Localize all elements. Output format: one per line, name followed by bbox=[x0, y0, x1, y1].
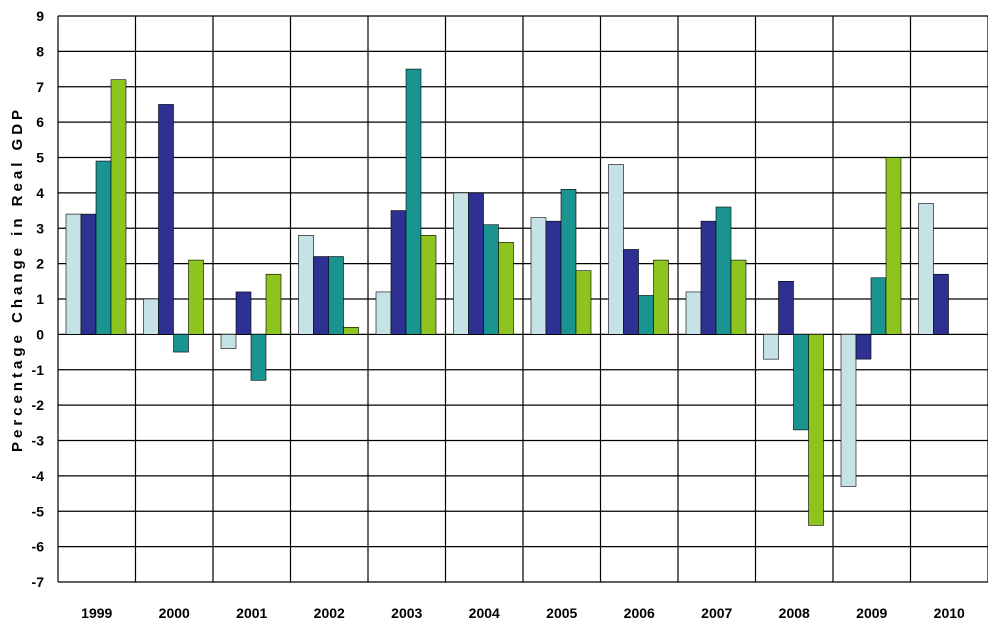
bar bbox=[653, 259, 669, 335]
bar bbox=[375, 291, 392, 335]
bar bbox=[778, 281, 794, 335]
y-tick-label: 6 bbox=[36, 114, 44, 130]
bar bbox=[638, 295, 654, 335]
y-tick-label: 5 bbox=[36, 150, 44, 166]
bar bbox=[143, 298, 159, 335]
bar bbox=[885, 157, 902, 335]
bar bbox=[575, 270, 592, 335]
y-tick-label: 0 bbox=[36, 326, 44, 342]
x-tick-label: 2007 bbox=[701, 605, 732, 621]
bar bbox=[453, 192, 469, 335]
x-tick-label: 2000 bbox=[159, 605, 190, 621]
bar bbox=[870, 277, 887, 335]
bar bbox=[80, 213, 97, 335]
x-tick-label: 2001 bbox=[236, 605, 267, 621]
x-tick-label: 2004 bbox=[469, 605, 500, 621]
bar bbox=[65, 213, 82, 335]
bar bbox=[808, 334, 824, 526]
y-tick-label: 8 bbox=[36, 43, 44, 59]
bar bbox=[498, 242, 514, 335]
y-tick-label: -7 bbox=[32, 574, 45, 590]
y-tick-label: 3 bbox=[36, 220, 44, 236]
y-tick-label: -6 bbox=[32, 539, 45, 555]
y-tick-label: 2 bbox=[36, 256, 44, 272]
y-tick-label: 1 bbox=[36, 291, 44, 307]
x-tick-label: 2009 bbox=[856, 605, 887, 621]
bar bbox=[933, 273, 949, 335]
y-tick-label: -4 bbox=[32, 468, 45, 484]
y-tick-label: -5 bbox=[32, 503, 45, 519]
y-tick-label: -1 bbox=[32, 362, 45, 378]
bar bbox=[608, 164, 624, 335]
bar bbox=[343, 326, 359, 335]
bars bbox=[65, 68, 949, 526]
bar bbox=[840, 334, 857, 487]
bar bbox=[188, 259, 204, 335]
y-tick-label: 4 bbox=[36, 185, 44, 201]
x-tick-labels: 1999 2000 2001 2002 2003 2004 2005 2006 2007 2008… bbox=[81, 605, 965, 621]
bar bbox=[250, 334, 267, 381]
x-tick-label: 2002 bbox=[314, 605, 345, 621]
bar bbox=[700, 220, 717, 335]
x-tick-label: 2010 bbox=[934, 605, 965, 621]
bar bbox=[793, 334, 809, 431]
grid-lines bbox=[57, 15, 988, 583]
bar bbox=[715, 206, 732, 335]
bar bbox=[763, 334, 779, 360]
bar bbox=[265, 273, 282, 335]
bar bbox=[158, 104, 174, 335]
bar bbox=[95, 160, 112, 335]
y-axis-title: Percentage Change in Real GDP bbox=[9, 106, 26, 452]
x-tick-label: 2005 bbox=[546, 605, 577, 621]
bar bbox=[110, 79, 127, 335]
bar bbox=[173, 334, 189, 353]
bar bbox=[328, 256, 344, 335]
x-tick-label: 2008 bbox=[779, 605, 810, 621]
bar bbox=[685, 291, 702, 335]
bar bbox=[560, 189, 577, 335]
bar bbox=[235, 291, 252, 335]
y-tick-labels: 9 8 7 6 5 4 3 2 1 0 -1 -2 -3 -4 -5 -6 -7 bbox=[32, 8, 45, 590]
y-tick-label: 9 bbox=[36, 8, 44, 24]
x-tick-label: 1999 bbox=[81, 605, 112, 621]
y-tick-label: -2 bbox=[32, 397, 45, 413]
bar bbox=[918, 203, 934, 335]
bar bbox=[483, 224, 499, 335]
bar bbox=[298, 235, 314, 335]
bar bbox=[405, 68, 422, 335]
bar bbox=[220, 334, 237, 349]
y-tick-label: 7 bbox=[36, 79, 44, 95]
bar bbox=[420, 235, 437, 335]
bar bbox=[390, 210, 407, 335]
bar bbox=[855, 334, 872, 360]
bar bbox=[313, 256, 329, 335]
x-tick-label: 2006 bbox=[624, 605, 655, 621]
bar bbox=[530, 217, 547, 335]
x-tick-label: 2003 bbox=[391, 605, 422, 621]
y-tick-label: -3 bbox=[32, 433, 45, 449]
bar bbox=[468, 192, 484, 335]
bar bbox=[545, 220, 562, 335]
bar bbox=[623, 249, 639, 335]
bar bbox=[730, 259, 747, 335]
